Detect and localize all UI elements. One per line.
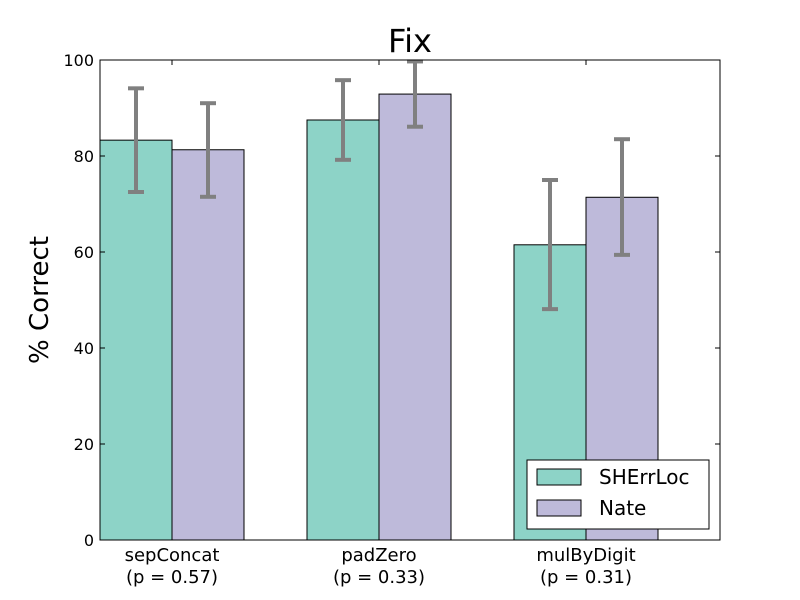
error-bar-mulByDigit-SHErrLoc	[542, 178, 558, 312]
legend-swatch-SHErrLoc	[536, 468, 582, 486]
x-category-note: (p = 0.57)	[126, 567, 218, 588]
y-tick-label: 20	[74, 435, 94, 454]
bar-padZero-SHErrLoc	[306, 119, 380, 541]
x-category-note: (p = 0.33)	[333, 567, 425, 588]
error-bar-padZero-SHErrLoc	[335, 78, 351, 162]
x-category-note: (p = 0.31)	[540, 567, 632, 588]
y-tick-label: 0	[84, 531, 94, 550]
legend: SHErrLoc Nate	[526, 459, 710, 530]
legend-swatch-Nate	[536, 499, 582, 517]
legend-label-Nate: Nate	[599, 496, 646, 520]
bar-sepConcat-SHErrLoc	[99, 139, 173, 541]
y-tick-label: 40	[74, 339, 94, 358]
error-bar-mulByDigit-Nate	[614, 137, 630, 257]
y-tick-label: 100	[63, 51, 94, 70]
error-bar-padZero-Nate	[407, 59, 423, 129]
bar-sepConcat-Nate	[171, 149, 245, 541]
y-tick-label: 60	[74, 243, 94, 262]
x-category-label: mulByDigit	[536, 545, 635, 566]
y-axis-label: % Correct	[25, 236, 55, 364]
legend-label-SHErrLoc: SHErrLoc	[599, 465, 690, 489]
error-bar-sepConcat-SHErrLoc	[128, 86, 144, 194]
x-category-label: sepConcat	[125, 545, 220, 566]
x-category-label: padZero	[341, 545, 416, 566]
plot-frame	[99, 59, 721, 541]
bar-padZero-Nate	[378, 93, 452, 541]
error-bar-sepConcat-Nate	[200, 101, 216, 199]
y-tick-label: 80	[74, 147, 94, 166]
chart-title: Fix	[388, 22, 432, 60]
